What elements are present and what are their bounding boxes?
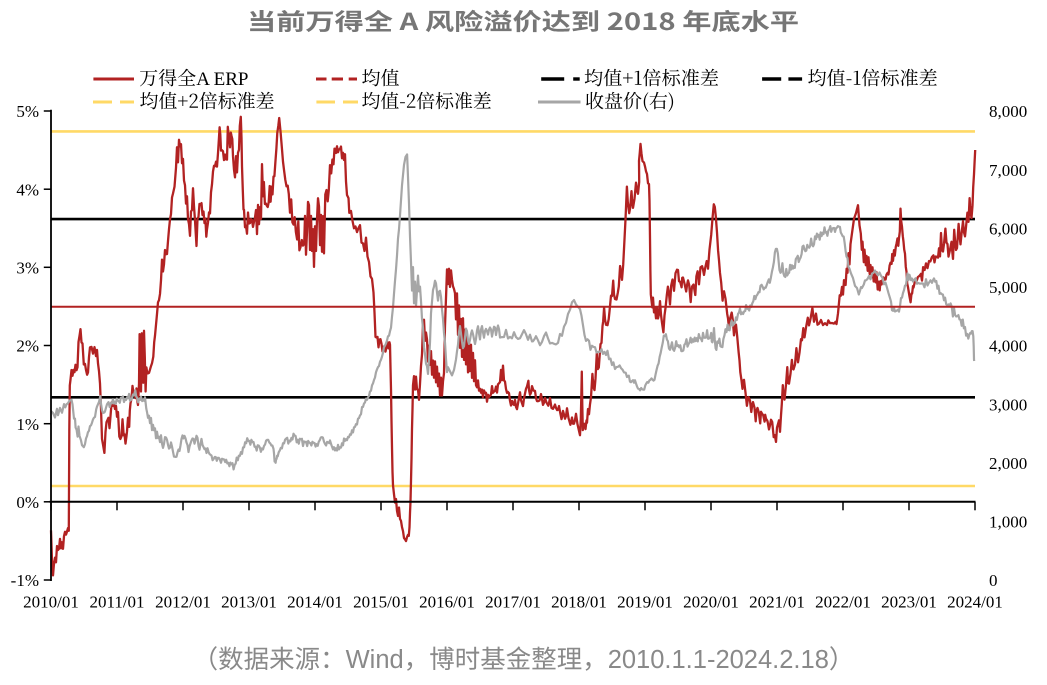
- svg-text:2022/01: 2022/01: [815, 593, 871, 612]
- svg-text:3,000: 3,000: [989, 395, 1027, 414]
- svg-text:1,000: 1,000: [989, 513, 1027, 532]
- svg-text:2%: 2%: [16, 337, 39, 356]
- svg-text:5,000: 5,000: [989, 278, 1027, 297]
- svg-text:8,000: 8,000: [989, 102, 1027, 121]
- svg-text:2021/01: 2021/01: [749, 593, 805, 612]
- svg-text:2017/01: 2017/01: [485, 593, 541, 612]
- svg-text:4%: 4%: [16, 180, 39, 199]
- svg-text:0%: 0%: [16, 493, 39, 512]
- svg-text:2020/01: 2020/01: [683, 593, 739, 612]
- svg-text:3%: 3%: [16, 259, 39, 278]
- svg-text:2019/01: 2019/01: [617, 593, 673, 612]
- svg-text:-1%: -1%: [11, 571, 39, 590]
- svg-text:5%: 5%: [16, 102, 39, 121]
- svg-text:2010.1.1-2024.2.18: 2010.1.1-2024.2.18: [608, 646, 829, 674]
- svg-text:Wind: Wind: [346, 646, 404, 674]
- svg-text:2013/01: 2013/01: [221, 593, 277, 612]
- svg-text:2018/01: 2018/01: [551, 593, 607, 612]
- svg-text:2011/01: 2011/01: [89, 593, 144, 612]
- svg-text:0: 0: [989, 571, 998, 590]
- svg-text:1%: 1%: [16, 415, 39, 434]
- svg-text:2015/01: 2015/01: [353, 593, 409, 612]
- svg-text:2,000: 2,000: [989, 454, 1027, 473]
- svg-text:2024/01: 2024/01: [947, 593, 1003, 612]
- svg-text:2023/01: 2023/01: [881, 593, 937, 612]
- svg-text:2010/01: 2010/01: [23, 593, 79, 612]
- svg-text:6,000: 6,000: [989, 219, 1027, 238]
- svg-text:2016/01: 2016/01: [419, 593, 475, 612]
- svg-text:7,000: 7,000: [989, 161, 1027, 180]
- svg-text:2014/01: 2014/01: [287, 593, 343, 612]
- svg-text:A ERP: A ERP: [196, 69, 248, 90]
- svg-text:4,000: 4,000: [989, 337, 1027, 356]
- svg-text:2012/01: 2012/01: [155, 593, 211, 612]
